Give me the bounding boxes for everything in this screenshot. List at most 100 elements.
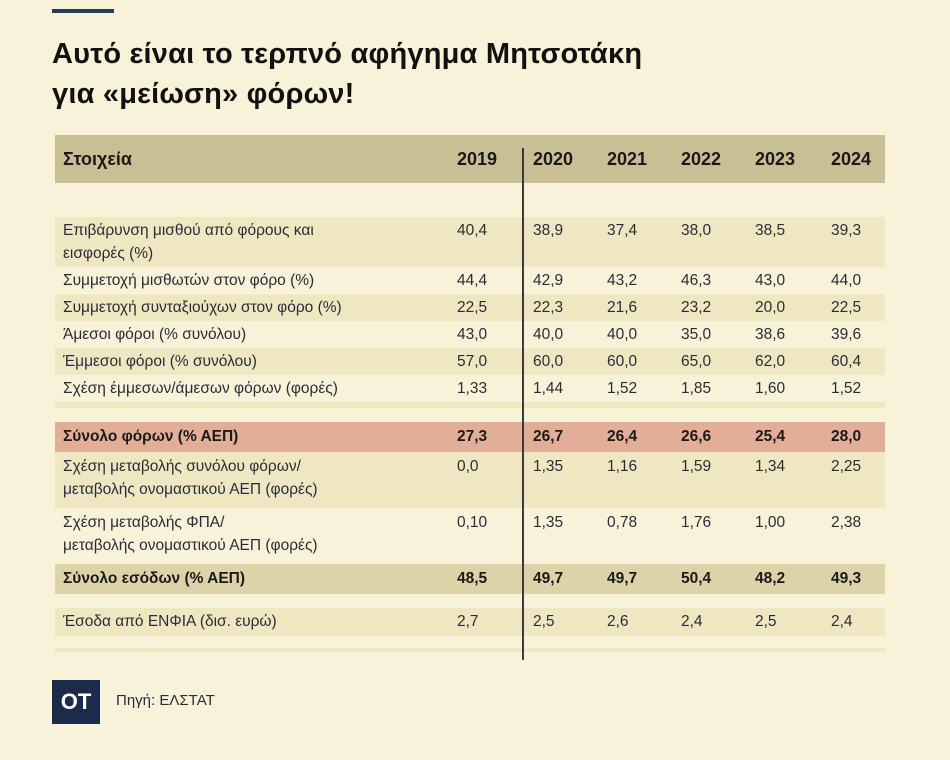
table-cell: 49,3 — [831, 570, 862, 587]
table-row: Έμμεσοι φόροι (% συνόλου) 57,0 60,0 60,0… — [55, 348, 885, 375]
table-cell: 1,60 — [755, 379, 786, 397]
table-cell: 37,4 — [607, 222, 638, 239]
table-cell: 2,25 — [831, 458, 862, 475]
table-cell: 0,78 — [607, 514, 638, 531]
table-cell: 2,6 — [607, 613, 629, 630]
table-cell: 60,0 — [607, 352, 638, 370]
table-cell: 38,6 — [755, 325, 786, 343]
table-cell: 1,52 — [607, 379, 638, 397]
table-cell: 60,0 — [533, 352, 564, 370]
table-cell: 49,7 — [607, 570, 638, 587]
row-label: Σχέση μεταβολής ΦΠΑ/ μεταβολής ονομαστικ… — [55, 511, 455, 557]
row-label: Σχέση έμμεσων/άμεσων φόρων (φορές) — [63, 379, 338, 397]
row-label: Συμμετοχή συνταξιούχων στον φόρο (%) — [63, 298, 342, 316]
header-year: 2019 — [457, 148, 498, 169]
source-note: Πηγή: ΕΛΣΤΑΤ — [116, 692, 215, 709]
table-cell: 40,0 — [607, 325, 638, 343]
table-cell: 38,0 — [681, 222, 712, 239]
table-cell: 62,0 — [755, 352, 786, 370]
row-label: Έσοδα από ΕΝΦΙΑ (δισ. ευρώ) — [63, 613, 277, 630]
table-cell: 43,2 — [607, 271, 638, 289]
table-cell: 22,3 — [533, 298, 564, 316]
header-year: 2022 — [681, 148, 722, 169]
row-label-line: μεταβολής ονομαστικού ΑΕΠ (φορές) — [63, 481, 318, 498]
table-cell: 0,10 — [457, 514, 488, 531]
table-cell: 1,35 — [533, 514, 564, 531]
table-spacer — [55, 408, 885, 422]
table-cell: 35,0 — [681, 325, 712, 343]
table-header: Στοιχεία 2019 2020 2021 2022 2023 2024 — [55, 135, 885, 183]
table-cell: 60,4 — [831, 352, 862, 370]
table-cell: 22,5 — [457, 298, 488, 316]
table-spacer — [55, 402, 885, 408]
table-cell: 46,3 — [681, 271, 712, 289]
table-cell: 22,5 — [831, 298, 862, 316]
row-label: Σύνολο εσόδων (% ΑΕΠ) — [63, 570, 246, 587]
table-row-total-taxes: Σύνολο φόρων (% ΑΕΠ) 27,3 26,7 26,4 26,6… — [55, 422, 885, 452]
table-cell: 2,4 — [831, 613, 853, 630]
header-year: 2024 — [831, 148, 872, 169]
table-cell: 43,0 — [457, 325, 488, 343]
table-cell: 38,5 — [755, 222, 786, 239]
table-row: Επιβάρυνση μισθού από φόρους και εισφορέ… — [55, 217, 885, 267]
column-divider — [522, 148, 524, 660]
row-label: Άμεσοι φόροι (% συνόλου) — [63, 325, 247, 343]
table-cell: 2,5 — [533, 613, 555, 630]
row-label: Σύνολο φόρων (% ΑΕΠ) — [63, 428, 239, 445]
table-cell: 23,2 — [681, 298, 712, 316]
row-label: Επιβάρυνση μισθού από φόρους και εισφορέ… — [55, 219, 455, 265]
table-row: Συμμετοχή συνταξιούχων στον φόρο (%) 22,… — [55, 294, 885, 321]
table-cell: 65,0 — [681, 352, 712, 370]
table-cell: 1,85 — [681, 379, 712, 397]
table-row: Σχέση μεταβολής ΦΠΑ/ μεταβολής ονομαστικ… — [55, 508, 885, 564]
table-cell: 57,0 — [457, 352, 488, 370]
table-cell: 1,33 — [457, 379, 488, 397]
table-cell: 48,2 — [755, 570, 786, 587]
table-cell: 2,7 — [457, 613, 479, 630]
table-cell: 20,0 — [755, 298, 786, 316]
table-cell: 28,0 — [831, 428, 862, 445]
table-cell: 1,59 — [681, 458, 712, 475]
table-bottom-rule — [55, 648, 885, 652]
header-year: 2020 — [533, 148, 574, 169]
table-cell: 1,76 — [681, 514, 712, 531]
table-spacer — [55, 594, 885, 608]
row-label-line: εισφορές (%) — [63, 245, 154, 262]
table-cell: 44,4 — [457, 271, 488, 289]
row-label-line: Επιβάρυνση μισθού από φόρους και — [63, 222, 314, 239]
table-row-total-revenue: Σύνολο εσόδων (% ΑΕΠ) 48,5 49,7 49,7 50,… — [55, 564, 885, 594]
table-row: Άμεσοι φόροι (% συνόλου) 43,0 40,0 40,0 … — [55, 321, 885, 348]
table-cell: 1,16 — [607, 458, 638, 475]
table-cell: 26,7 — [533, 428, 564, 445]
table-cell: 0,0 — [457, 458, 479, 475]
ot-logo: ΟΤ — [52, 680, 100, 724]
table-cell: 44,0 — [831, 271, 862, 289]
table-cell: 27,3 — [457, 428, 488, 445]
table-cell: 40,0 — [533, 325, 564, 343]
page-title: Αυτό είναι το τερπνό αφήγημα Μητσοτάκη γ… — [52, 34, 912, 114]
table-cell: 1,52 — [831, 379, 862, 397]
table-cell: 26,4 — [607, 428, 638, 445]
row-label-line: Σχέση μεταβολής ΦΠΑ/ — [63, 514, 225, 531]
row-label-line: Σχέση μεταβολής συνόλου φόρων/ — [63, 458, 301, 475]
table-cell: 25,4 — [755, 428, 786, 445]
table-cell: 48,5 — [457, 570, 488, 587]
table-row: Σχέση μεταβολής συνόλου φόρων/ μεταβολής… — [55, 452, 885, 508]
table-cell: 49,7 — [533, 570, 564, 587]
header-year: 2021 — [607, 148, 648, 169]
table-cell: 39,3 — [831, 222, 862, 239]
table-cell: 1,35 — [533, 458, 564, 475]
row-label: Έμμεσοι φόροι (% συνόλου) — [63, 352, 257, 370]
title-line-2: για «μείωση» φόρων! — [52, 78, 355, 110]
header-year: 2023 — [755, 148, 796, 169]
table-cell: 39,6 — [831, 325, 862, 343]
row-label: Συμμετοχή μισθωτών στον φόρο (%) — [63, 271, 315, 289]
table-cell: 2,4 — [681, 613, 703, 630]
table-cell: 2,38 — [831, 514, 862, 531]
table-cell: 1,34 — [755, 458, 786, 475]
title-line-1: Αυτό είναι το τερπνό αφήγημα Μητσοτάκη — [52, 38, 643, 70]
table-spacer — [55, 183, 885, 217]
table-cell: 43,0 — [755, 271, 786, 289]
top-accent-rule — [52, 9, 114, 13]
data-table: Στοιχεία 2019 2020 2021 2022 2023 2024 Ε… — [55, 135, 885, 652]
